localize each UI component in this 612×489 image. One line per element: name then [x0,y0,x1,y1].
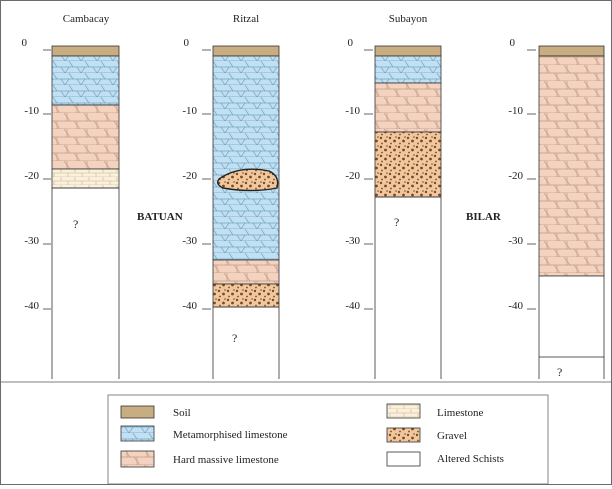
layer-altered-schists [212,306,280,379]
layer-soil [212,45,280,57]
layer-metamorphised-limestone [51,55,120,106]
depth-tick-label: -30 [182,235,197,247]
site-title-cambacay: Cambacay [63,13,110,25]
legend-label-limestone: Limestone [437,407,484,419]
legend-swatch-metamorphised-limestone [120,425,155,442]
gravel-lens [216,168,279,192]
unknown-marker: ? [232,331,237,345]
depth-tick-label: -10 [182,105,197,117]
layer-soil [538,45,605,57]
layer-hard-massive-limestone [374,82,442,133]
group-label-batuan: BATUAN [137,211,183,223]
unknown-marker: ? [557,365,562,379]
layer-altered-schists [51,187,120,379]
depth-tick-label: -30 [345,235,360,247]
legend-swatch-gravel [386,427,421,443]
layer-gravel [374,131,442,198]
layer-soil [374,45,442,57]
legend-swatch-limestone [386,403,421,419]
unknown-marker: ? [73,217,78,231]
depth-tick-label: -30 [24,235,39,247]
depth-tick-label: -10 [24,105,39,117]
legend-label-soil: Soil [173,407,191,419]
group-label-bilar: BILAR [466,211,502,223]
depth-tick-label: -40 [508,300,523,312]
legend-swatch-altered-schists [386,451,421,467]
layer-hard-massive-limestone [51,104,120,170]
layer-limestone [51,168,120,189]
layer-metamorphised-limestone [374,55,442,84]
layer-metamorphised-limestone [212,55,280,261]
depth-tick-label: 0 [348,37,354,49]
legend-swatch-hard-massive-limestone [120,450,155,468]
legend-swatch-soil [120,405,155,419]
depth-tick-label: 0 [22,37,28,49]
depth-tick-label: -20 [508,170,523,182]
depth-tick-label: -20 [24,170,39,182]
legend-label-hard-massive-limestone: Hard massive limestone [173,454,279,466]
legend-label-gravel: Gravel [437,430,467,442]
depth-tick-label: -30 [508,235,523,247]
depth-tick-label: -10 [508,105,523,117]
depth-tick-label: 0 [184,37,190,49]
depth-tick-label: -40 [182,300,197,312]
depth-tick-label: -20 [182,170,197,182]
legend: Soil Metamorphised limestone Hard massiv… [107,394,549,485]
layer-soil [51,45,120,57]
depth-tick-label: -20 [345,170,360,182]
column-cambacay: 0 -10 -20 -30 -40 ? [22,37,120,379]
layer-hard-massive-limestone [538,55,605,277]
unknown-marker: ? [394,215,399,229]
depth-tick-label: -10 [345,105,360,117]
layer-hard-massive-limestone [212,259,280,285]
layer-gravel [212,283,280,308]
legend-label-metamorphised-limestone: Metamorphised limestone [173,429,288,441]
layer-altered-schists [374,196,442,379]
layer-altered-schists [538,275,605,358]
site-title-ritzal: Ritzal [233,13,259,25]
column-4: 0 -10 -20 -30 -40 ? [508,37,605,379]
site-title-subayon: Subayon [389,13,428,25]
depth-tick-label: 0 [510,37,516,49]
legend-label-altered-schists: Altered Schists [437,453,504,465]
column-subayon: 0 -10 -20 -30 -40 ? [345,37,442,379]
depth-tick-label: -40 [24,300,39,312]
depth-tick-label: -40 [345,300,360,312]
column-ritzal: 0 -10 -20 -30 -40 ? [182,37,280,379]
